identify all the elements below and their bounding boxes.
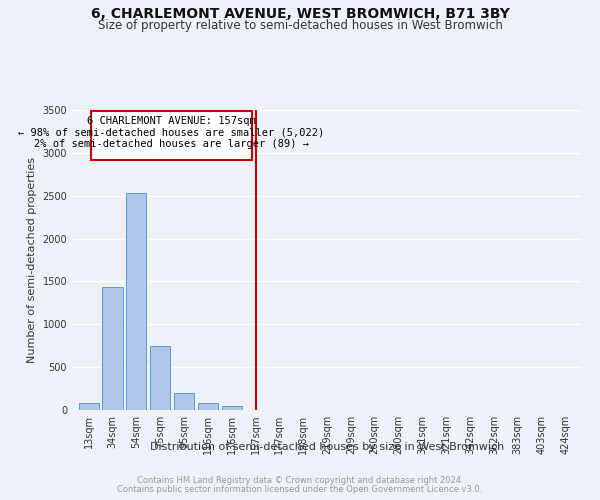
Bar — [79, 403, 99, 410]
Text: Contains public sector information licensed under the Open Government Licence v3: Contains public sector information licen… — [118, 485, 482, 494]
Text: Size of property relative to semi-detached houses in West Bromwich: Size of property relative to semi-detach… — [98, 18, 502, 32]
Bar — [221, 406, 242, 410]
Bar — [174, 393, 194, 410]
Text: 6, CHARLEMONT AVENUE, WEST BROMWICH, B71 3BY: 6, CHARLEMONT AVENUE, WEST BROMWICH, B71… — [91, 8, 509, 22]
Bar — [103, 288, 122, 410]
Text: 2% of semi-detached houses are larger (89) →: 2% of semi-detached houses are larger (8… — [34, 139, 309, 149]
Text: 6 CHARLEMONT AVENUE: 157sqm: 6 CHARLEMONT AVENUE: 157sqm — [87, 116, 256, 126]
Bar — [126, 193, 146, 410]
Bar — [198, 403, 218, 410]
Text: Contains HM Land Registry data © Crown copyright and database right 2024.: Contains HM Land Registry data © Crown c… — [137, 476, 463, 485]
Text: Distribution of semi-detached houses by size in West Bromwich: Distribution of semi-detached houses by … — [150, 442, 504, 452]
Y-axis label: Number of semi-detached properties: Number of semi-detached properties — [27, 157, 37, 363]
FancyBboxPatch shape — [91, 111, 252, 160]
Text: ← 98% of semi-detached houses are smaller (5,022): ← 98% of semi-detached houses are smalle… — [18, 128, 325, 138]
Bar — [150, 346, 170, 410]
